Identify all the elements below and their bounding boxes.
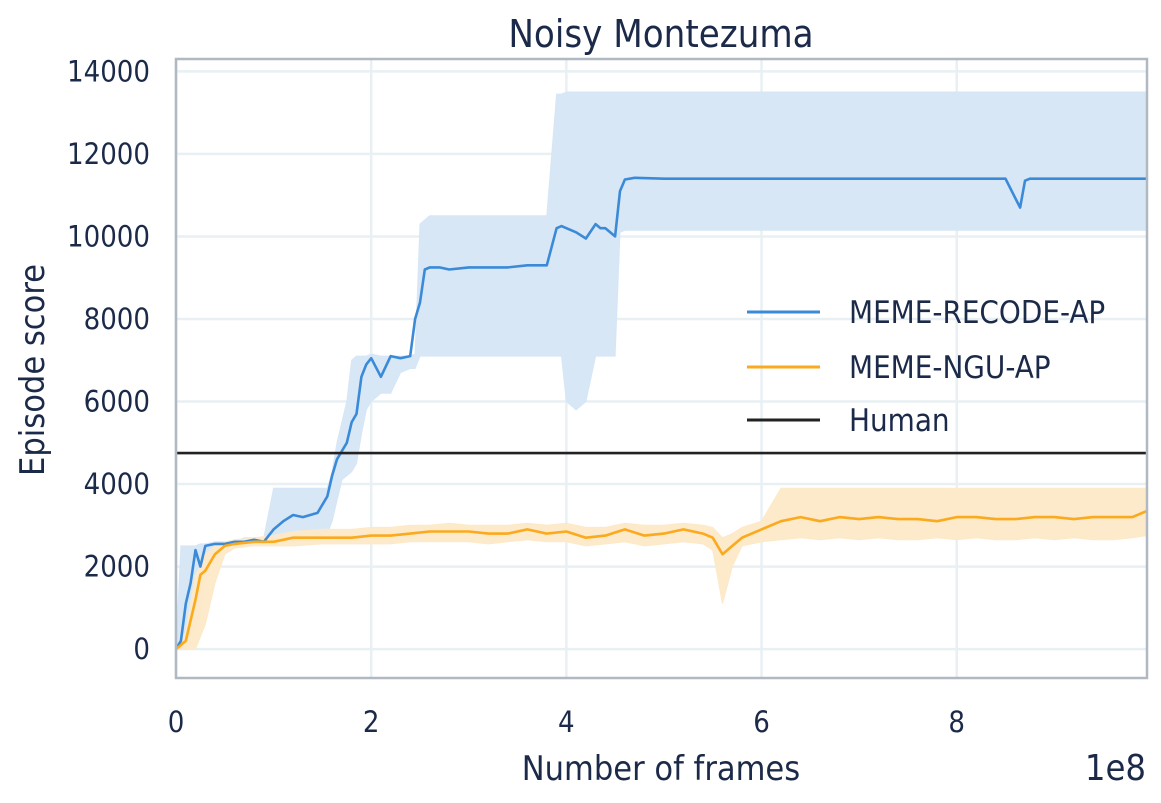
- legend-label-meme-recode-ap: MEME-RECODE-AP: [849, 295, 1105, 331]
- chart-title: Noisy Montezuma: [508, 12, 813, 56]
- legend: MEME-RECODE-AP MEME-NGU-AP Human: [747, 295, 1105, 439]
- x-axis-offset: 1e8: [1085, 748, 1146, 789]
- y-tick-label: 14000: [67, 54, 150, 88]
- x-tick-label: 0: [168, 705, 185, 739]
- y-tick-label: 2000: [84, 550, 150, 584]
- line-meme-ngu-ap: [175, 509, 1148, 651]
- y-tick-label: 4000: [84, 467, 150, 501]
- y-tick-label: 8000: [84, 302, 150, 336]
- legend-label-meme-ngu-ap: MEME-NGU-AP: [849, 350, 1051, 386]
- line-meme-recode-ap: [174, 176, 1147, 650]
- y-tick-label: 0: [133, 632, 150, 666]
- x-tick-label: 8: [948, 705, 965, 739]
- x-tick-labels: 0 2 4 6 8: [168, 705, 965, 739]
- x-tick-label: 4: [558, 705, 575, 739]
- y-tick-label: 10000: [67, 219, 150, 253]
- x-tick-label: 6: [753, 705, 770, 739]
- y-tick-label: 12000: [67, 137, 150, 171]
- x-axis-label: Number of frames: [522, 749, 800, 789]
- x-tick-label: 2: [363, 705, 380, 739]
- plot-frame: [174, 57, 1149, 680]
- y-tick-label: 6000: [84, 385, 150, 419]
- y-tick-labels: 0 2000 4000 6000 8000 10000 12000 14000: [67, 54, 150, 666]
- y-axis-label: Episode score: [13, 264, 53, 476]
- series-lines: [174, 176, 1148, 651]
- legend-label-human: Human: [849, 403, 950, 439]
